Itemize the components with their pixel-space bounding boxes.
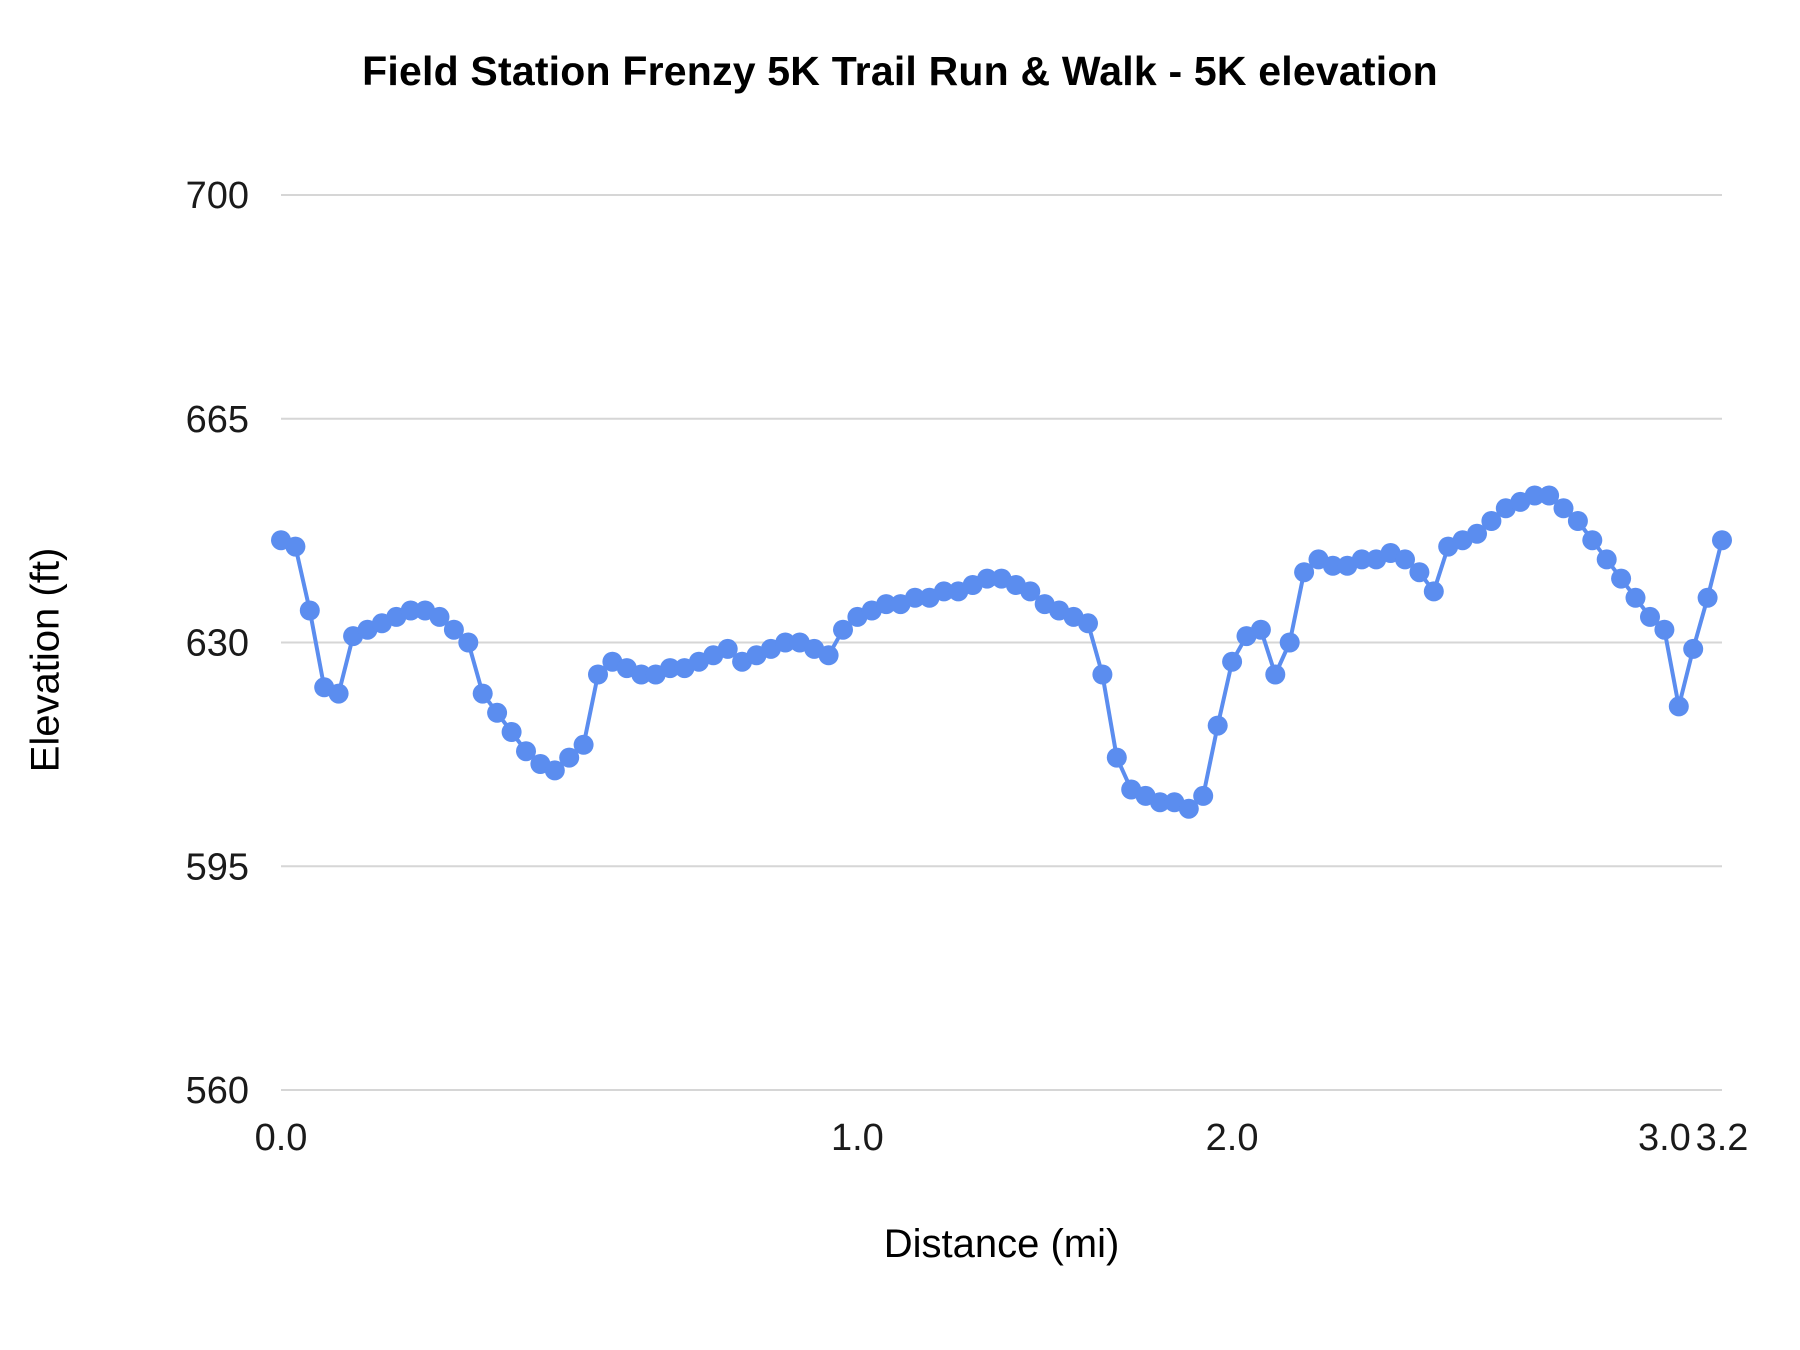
data-point-marker bbox=[977, 568, 998, 589]
y-tick-label: 700 bbox=[186, 175, 249, 217]
x-tick-label: 3.0 bbox=[1638, 1117, 1691, 1159]
data-point-marker bbox=[1481, 511, 1502, 531]
data-point-marker bbox=[1611, 568, 1632, 589]
data-point-marker bbox=[1409, 562, 1430, 583]
data-point-marker bbox=[573, 734, 594, 755]
data-point-marker bbox=[933, 581, 954, 602]
data-point-marker bbox=[1279, 632, 1300, 653]
y-tick-label: 630 bbox=[186, 623, 249, 665]
data-point-marker bbox=[1294, 562, 1315, 583]
data-point-marker bbox=[472, 683, 493, 704]
data-point-marker bbox=[1712, 530, 1732, 551]
y-tick-label: 665 bbox=[186, 399, 249, 441]
data-point-marker bbox=[1683, 638, 1704, 659]
data-point-marker bbox=[588, 664, 608, 685]
data-point-marker bbox=[1697, 587, 1718, 608]
data-point-marker bbox=[501, 722, 522, 742]
data-point-marker bbox=[1222, 651, 1243, 672]
data-point-marker bbox=[833, 619, 853, 640]
data-point-marker bbox=[1265, 664, 1286, 685]
data-point-marker bbox=[1640, 606, 1660, 627]
data-point-marker bbox=[775, 632, 796, 653]
y-tick-label: 560 bbox=[186, 1070, 249, 1112]
data-point-marker bbox=[1250, 619, 1271, 640]
data-point-marker bbox=[1193, 785, 1214, 806]
data-point-marker bbox=[1178, 798, 1199, 819]
x-tick-label: 1.0 bbox=[831, 1117, 884, 1159]
data-point-marker bbox=[1467, 523, 1487, 544]
data-point-marker bbox=[1020, 581, 1041, 602]
data-point-marker bbox=[1582, 530, 1603, 551]
data-point-marker bbox=[631, 664, 652, 685]
elevation-line bbox=[279, 493, 1724, 811]
data-point-marker bbox=[1596, 549, 1617, 570]
data-point-marker bbox=[876, 594, 897, 615]
data-point-marker bbox=[905, 587, 925, 608]
data-point-marker bbox=[1539, 485, 1560, 506]
data-point-marker bbox=[1668, 696, 1689, 717]
x-tick-label: 3.2 bbox=[1696, 1117, 1749, 1159]
x-tick-label: 2.0 bbox=[1206, 1117, 1259, 1159]
chart-title: Field Station Frenzy 5K Trail Run & Walk… bbox=[362, 48, 1438, 94]
data-point-marker bbox=[400, 600, 421, 621]
data-point-marker bbox=[1092, 664, 1113, 685]
data-point-marker bbox=[1395, 549, 1415, 570]
data-point-marker bbox=[328, 683, 349, 704]
y-tick-label: 595 bbox=[186, 846, 249, 888]
data-point-marker bbox=[1106, 747, 1127, 768]
data-point-marker bbox=[299, 600, 320, 621]
data-point-marker bbox=[458, 632, 479, 653]
data-point-marker bbox=[544, 760, 565, 781]
x-tick-label: 0.0 bbox=[255, 1117, 308, 1159]
data-point-marker bbox=[1078, 613, 1098, 634]
data-point-marker bbox=[1567, 511, 1588, 531]
data-point-marker bbox=[1625, 587, 1646, 608]
data-point-marker bbox=[443, 619, 464, 640]
data-point-marker bbox=[1654, 619, 1675, 640]
data-point-marker bbox=[1351, 549, 1372, 570]
data-point-marker bbox=[429, 606, 450, 627]
data-point-marker bbox=[487, 702, 508, 723]
data-point-marker bbox=[1150, 792, 1170, 813]
data-point-marker bbox=[1553, 498, 1574, 519]
data-point-marker bbox=[1524, 485, 1545, 506]
data-point-marker bbox=[818, 645, 839, 666]
data-point-marker bbox=[516, 741, 536, 762]
data-point-marker bbox=[1322, 555, 1343, 576]
data-point-marker bbox=[1207, 715, 1228, 736]
x-axis-title: Distance (mi) bbox=[883, 1222, 1120, 1266]
data-point-marker bbox=[285, 536, 306, 557]
data-point-marker bbox=[1423, 581, 1444, 602]
data-point-marker bbox=[660, 658, 681, 679]
data-point-marker bbox=[559, 747, 580, 768]
data-point-marker bbox=[717, 638, 738, 659]
